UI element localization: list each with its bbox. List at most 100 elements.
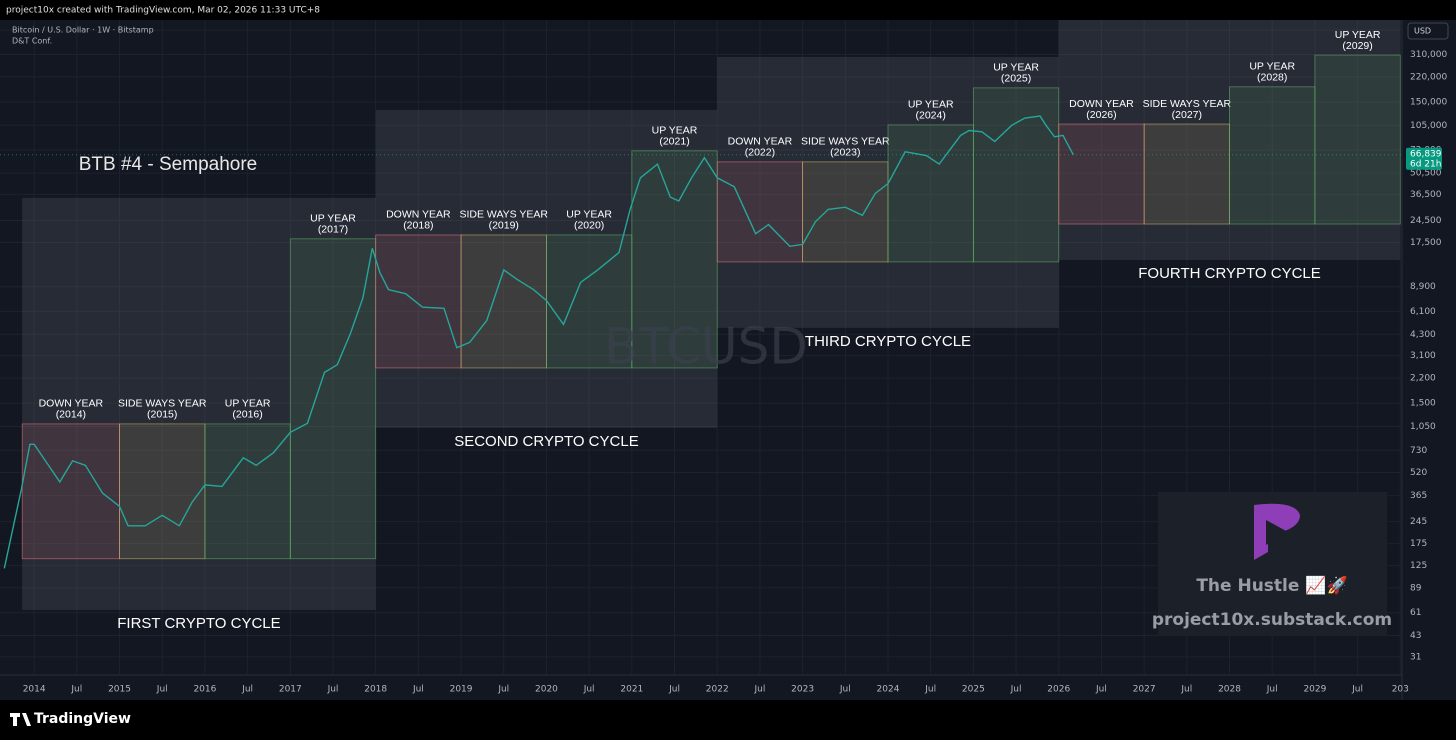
- y-tick-label: 1,050: [1410, 422, 1436, 432]
- y-tick-label: 4,300: [1410, 330, 1436, 340]
- y-tick-label: 520: [1410, 468, 1427, 478]
- last-price-label: 66,839: [1410, 149, 1442, 159]
- year-box: [802, 161, 889, 263]
- year-label: UP YEAR: [1335, 29, 1381, 41]
- last-price-badge: [1406, 147, 1442, 170]
- x-tick-label: Jul: [753, 685, 765, 695]
- year-label: SIDE WAYS YEAR: [1143, 98, 1232, 110]
- year-box: [887, 124, 974, 263]
- y-tick-label: 36,500: [1410, 190, 1442, 200]
- x-tick-label: 2024: [877, 685, 900, 695]
- year-box: [1229, 86, 1316, 225]
- x-tick-label: 2026: [1047, 685, 1070, 695]
- year-label: (2020): [574, 220, 604, 232]
- year-box: [1314, 54, 1401, 225]
- y-tick-label: 89: [1410, 583, 1422, 593]
- year-box: [631, 150, 718, 369]
- tv-logo[interactable]: [10, 713, 31, 726]
- x-tick-label: Jul: [497, 685, 509, 695]
- year-label: (2016): [232, 409, 262, 421]
- x-tick-label: Jul: [1180, 685, 1192, 695]
- year-label: DOWN YEAR: [1069, 98, 1134, 110]
- year-label: (2019): [489, 220, 519, 232]
- x-tick-label: Jul: [668, 685, 680, 695]
- x-tick-label: 2014: [23, 685, 46, 695]
- x-tick-label: 2016: [193, 685, 216, 695]
- bottom-bar: [0, 700, 1456, 740]
- year-box: [289, 238, 377, 560]
- y-tick-label: 31: [1410, 652, 1421, 662]
- x-tick-label: 2019: [450, 685, 473, 695]
- x-tick-label: Jul: [70, 685, 82, 695]
- year-label: (2024): [916, 110, 946, 122]
- y-tick-label: 730: [1410, 446, 1427, 456]
- year-box: [21, 423, 120, 560]
- watermark: BTCUSD: [604, 318, 808, 376]
- cycle-label: FIRST CRYPTO CYCLE: [117, 615, 280, 632]
- y-tick-label: 245: [1410, 517, 1427, 527]
- y-tick-label: 365: [1410, 491, 1427, 501]
- x-tick-label: Jul: [839, 685, 851, 695]
- x-tick-label: 2022: [706, 685, 729, 695]
- year-label: (2027): [1172, 109, 1202, 121]
- x-tick-label: 2023: [791, 685, 814, 695]
- x-tick-label: Jul: [1010, 685, 1022, 695]
- footer-brand[interactable]: TradingView: [34, 711, 131, 727]
- currency-box[interactable]: [1407, 22, 1449, 40]
- y-tick-label: 8,900: [1410, 282, 1436, 292]
- x-tick-label: Jul: [412, 685, 424, 695]
- y-tick-label: 310,000: [1410, 50, 1447, 60]
- year-box: [204, 423, 291, 560]
- year-label: UP YEAR: [225, 398, 271, 410]
- top-bar: [0, 0, 1456, 20]
- x-tick-label: Jul: [241, 685, 253, 695]
- y-tick-label: 3,100: [1410, 351, 1436, 361]
- year-label: (2018): [403, 220, 433, 232]
- x-tick-label: 2029: [1303, 685, 1326, 695]
- year-label: UP YEAR: [652, 125, 698, 137]
- year-label: DOWN YEAR: [386, 209, 451, 221]
- cycle-label: THIRD CRYPTO CYCLE: [805, 333, 971, 350]
- year-box: [1058, 123, 1145, 225]
- currency[interactable]: USD: [1414, 27, 1431, 36]
- symbol: Bitcoin / U.S. Dollar · 1W · Bitstamp: [12, 26, 154, 35]
- x-tick-label: Jul: [156, 685, 168, 695]
- brand-name: The Hustle 📈🚀: [1196, 575, 1347, 596]
- countdown: 6d 21h: [1410, 159, 1441, 169]
- x-tick-label: 203: [1392, 685, 1409, 695]
- year-label: DOWN YEAR: [728, 136, 793, 148]
- credit: project10x created with TradingView.com,…: [6, 6, 320, 16]
- y-tick-label: 17,500: [1410, 238, 1442, 248]
- y-tick-label: 175: [1410, 539, 1427, 549]
- year-label: (2023): [830, 147, 860, 159]
- year-label: (2022): [745, 147, 775, 159]
- year-label: (2017): [318, 224, 348, 236]
- logo-cut: [1266, 520, 1288, 545]
- x-tick-label: Jul: [583, 685, 595, 695]
- y-tick-label: 220,000: [1410, 72, 1447, 82]
- x-tick-label: Jul: [924, 685, 936, 695]
- x-tick-label: Jul: [1351, 685, 1363, 695]
- x-tick-label: 2017: [279, 685, 302, 695]
- y-tick-label: 43: [1410, 631, 1421, 641]
- x-tick-label: Jul: [327, 685, 339, 695]
- year-label: DOWN YEAR: [39, 398, 104, 410]
- y-tick-label: 150,000: [1410, 97, 1447, 107]
- year-label: (2028): [1257, 72, 1287, 84]
- year-box: [546, 234, 633, 369]
- year-label: (2015): [147, 409, 177, 421]
- y-tick-label: 125: [1410, 561, 1427, 571]
- y-tick-label: 24,500: [1410, 216, 1442, 226]
- year-label: SIDE WAYS YEAR: [801, 136, 890, 148]
- x-tick-label: 2015: [108, 685, 131, 695]
- x-tick-label: 2028: [1218, 685, 1241, 695]
- year-box: [972, 87, 1060, 263]
- x-tick-label: 2027: [1133, 685, 1156, 695]
- year-box: [119, 423, 206, 560]
- year-label: (2025): [1001, 73, 1031, 85]
- year-label: UP YEAR: [908, 99, 954, 111]
- year-label: UP YEAR: [566, 209, 612, 221]
- x-tick-label: Jul: [1266, 685, 1278, 695]
- y-tick-label: 50,500: [1410, 169, 1442, 179]
- year-label: (2026): [1086, 109, 1116, 121]
